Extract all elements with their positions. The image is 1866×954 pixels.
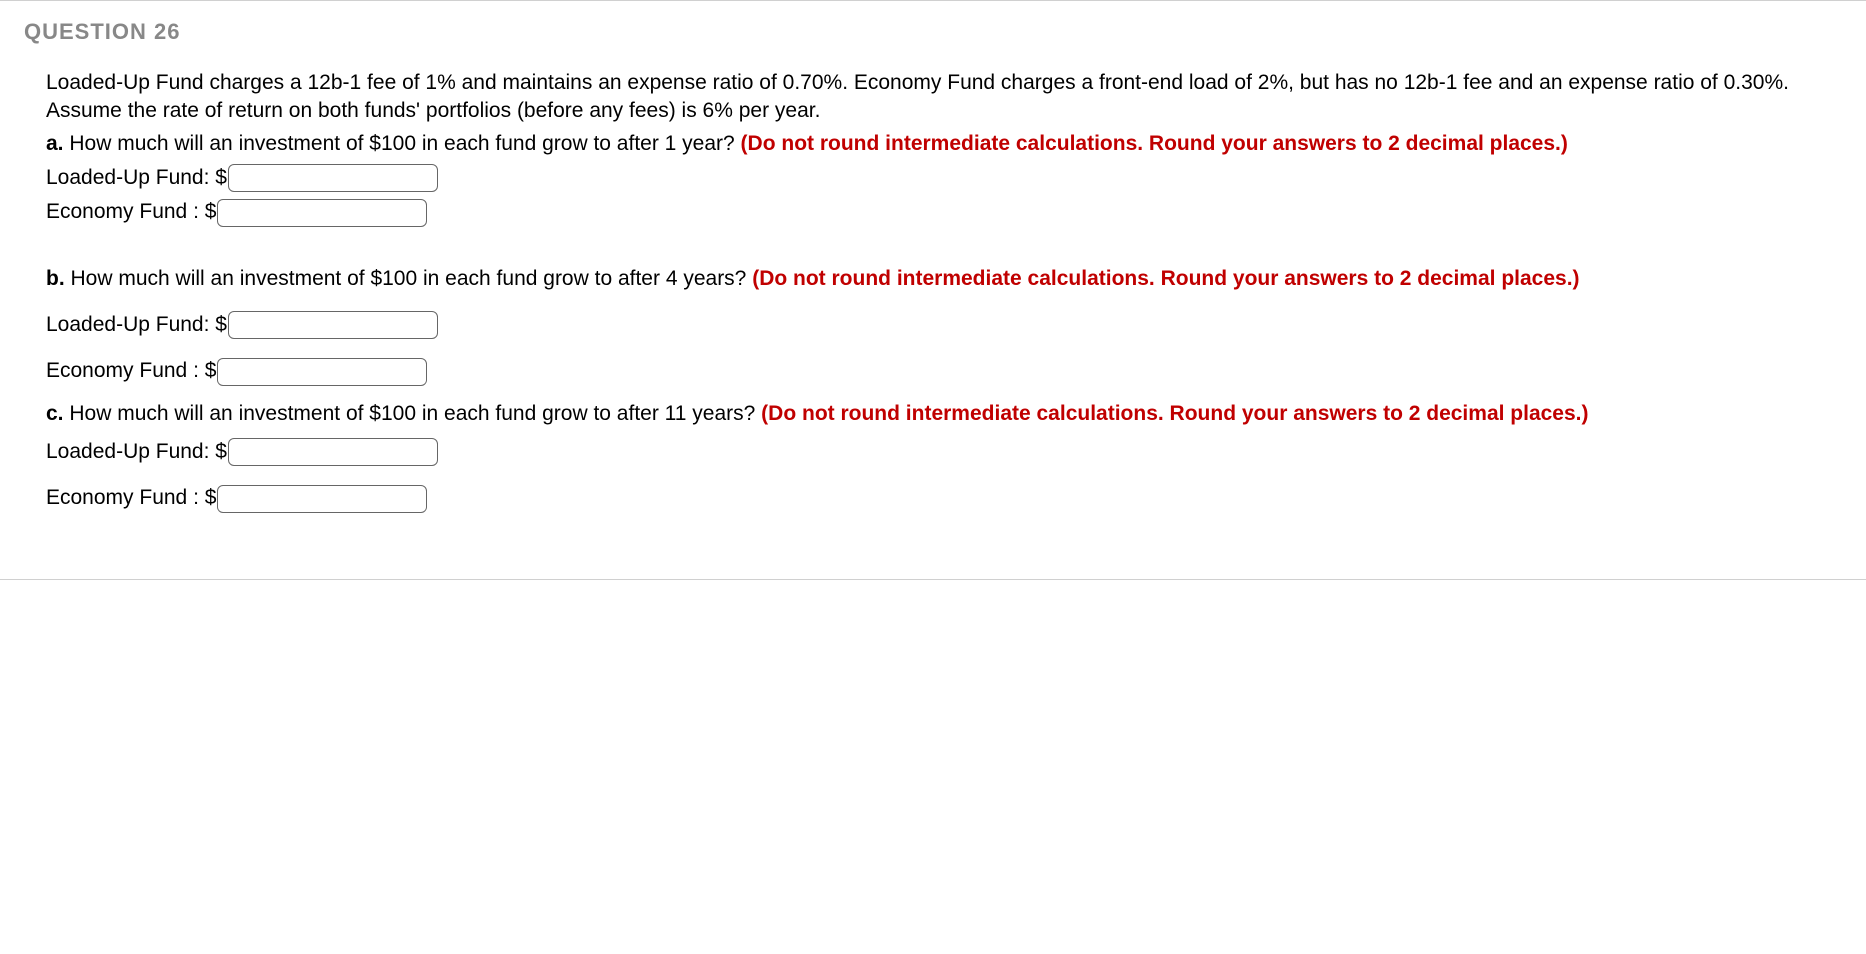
part-a-label: a. <box>46 132 64 155</box>
part-b-label: b. <box>46 267 65 290</box>
part-a-loaded-row: Loaded-Up Fund: $ <box>46 164 1842 192</box>
part-a-prompt: How much will an investment of $100 in e… <box>64 132 741 155</box>
question-container: QUESTION 26 Loaded-Up Fund charges a 12b… <box>0 0 1866 580</box>
part-b: b. How much will an investment of $100 i… <box>46 265 1842 293</box>
part-a-economy-input[interactable] <box>217 199 427 227</box>
part-b-loaded-row: Loaded-Up Fund: $ <box>46 311 1842 339</box>
part-b-economy-label: Economy Fund : $ <box>46 357 216 385</box>
part-b-loaded-label: Loaded-Up Fund: $ <box>46 311 227 339</box>
part-a-economy-label: Economy Fund : $ <box>46 198 216 226</box>
part-c-prompt: How much will an investment of $100 in e… <box>64 402 762 425</box>
part-c-loaded-label: Loaded-Up Fund: $ <box>46 438 227 466</box>
part-c-economy-label: Economy Fund : $ <box>46 484 216 512</box>
question-header: QUESTION 26 <box>24 19 1842 45</box>
part-b-instruction: (Do not round intermediate calculations.… <box>752 267 1579 290</box>
part-b-prompt: How much will an investment of $100 in e… <box>65 267 753 290</box>
part-a-economy-row: Economy Fund : $ <box>46 198 1842 226</box>
part-a-loaded-label: Loaded-Up Fund: $ <box>46 164 227 192</box>
part-a-loaded-input[interactable] <box>228 164 438 192</box>
part-c-loaded-row: Loaded-Up Fund: $ <box>46 438 1842 466</box>
part-c-economy-input[interactable] <box>217 485 427 513</box>
intro-text: Loaded-Up Fund charges a 12b-1 fee of 1%… <box>46 69 1842 126</box>
part-b-loaded-input[interactable] <box>228 311 438 339</box>
part-b-economy-input[interactable] <box>217 358 427 386</box>
part-c: c. How much will an investment of $100 i… <box>46 400 1842 428</box>
question-body: Loaded-Up Fund charges a 12b-1 fee of 1%… <box>24 69 1842 513</box>
part-a-instruction: (Do not round intermediate calculations.… <box>741 132 1568 155</box>
part-a: a. How much will an investment of $100 i… <box>46 130 1842 158</box>
part-c-loaded-input[interactable] <box>228 438 438 466</box>
part-c-instruction: (Do not round intermediate calculations.… <box>761 402 1588 425</box>
part-c-economy-row: Economy Fund : $ <box>46 484 1842 512</box>
part-b-economy-row: Economy Fund : $ <box>46 357 1842 385</box>
part-c-label: c. <box>46 402 64 425</box>
